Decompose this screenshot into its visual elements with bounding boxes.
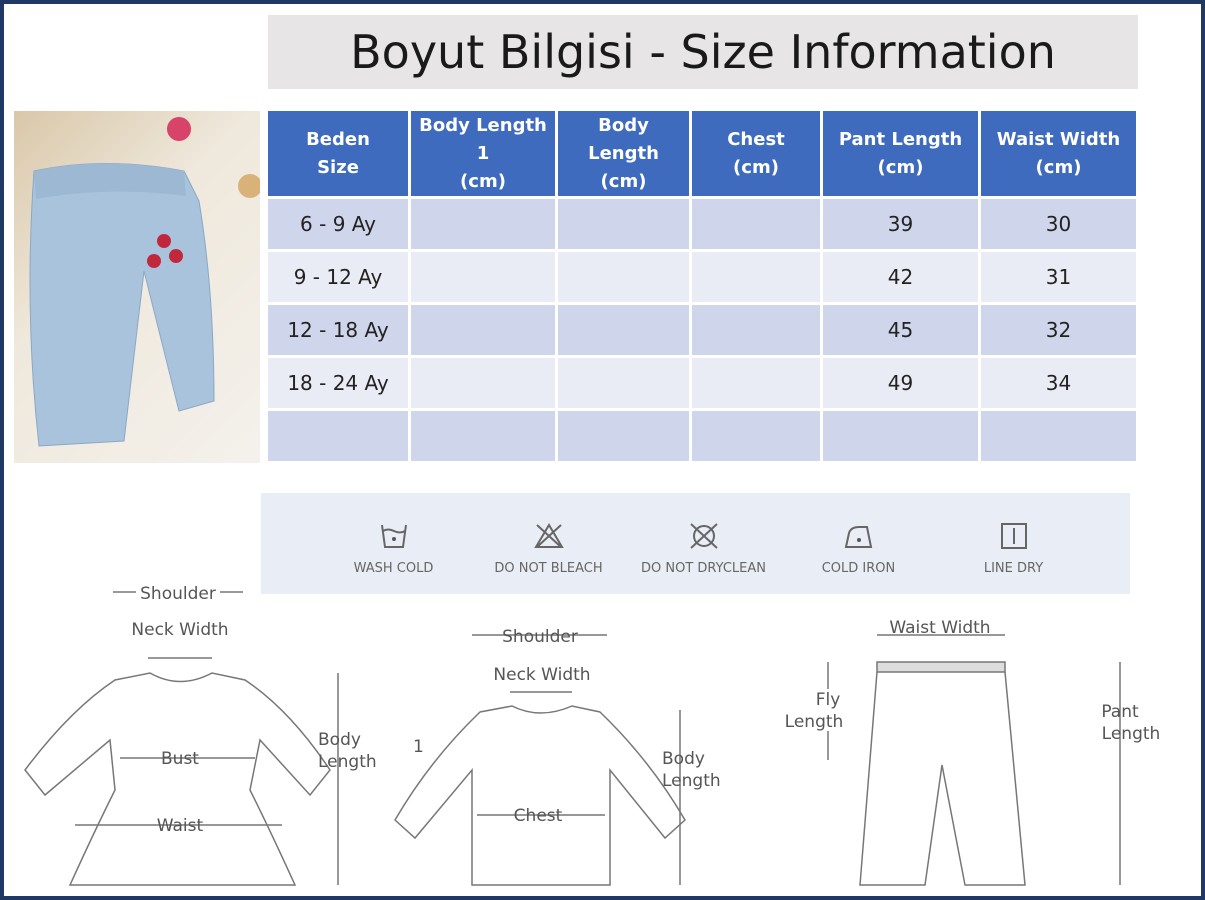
pants-diagram [827, 634, 1121, 886]
table-cell [692, 252, 820, 302]
header-body-length-1: Body Length 1 (cm) [411, 111, 555, 196]
label-waist: Waist [157, 816, 204, 836]
table-cell [411, 411, 555, 461]
table-row: 6 - 9 Ay 39 30 [268, 199, 1136, 249]
care-label: LINE DRY [983, 561, 1044, 576]
label-fly: Fly [816, 690, 841, 710]
label-neck-width: Neck Width [493, 665, 590, 685]
measurement-diagrams: Shoulder Neck Width Bust Waist Body Leng… [24, 583, 1161, 886]
table-cell [981, 411, 1136, 461]
wash-cold-icon [380, 524, 407, 548]
do-not-bleach-icon [533, 523, 564, 548]
table-cell [411, 199, 555, 249]
table-cell [692, 411, 820, 461]
label-shoulder: Shoulder [502, 627, 578, 647]
shirt-diagram [394, 634, 686, 886]
label-pant-length: Length [1102, 724, 1161, 744]
cold-iron-icon [844, 526, 872, 548]
table-cell [268, 411, 408, 461]
label-shoulder: Shoulder [140, 584, 216, 604]
page-title: Boyut Bilgisi - Size Information [268, 15, 1138, 89]
label-waist-width: Waist Width [889, 618, 990, 638]
label-pant: Pant [1101, 702, 1139, 722]
line-dry-icon [1000, 523, 1027, 549]
table-cell [411, 305, 555, 355]
table-cell [558, 252, 689, 302]
label-background [812, 689, 844, 731]
table-row: 18 - 24 Ay 49 34 [268, 358, 1136, 408]
table-cell [411, 358, 555, 408]
size-table: Beden Size Body Length 1 (cm) Body Length(… [265, 108, 1139, 464]
table-cell: 30 [981, 199, 1136, 249]
table-cell: 34 [981, 358, 1136, 408]
table-cell [692, 305, 820, 355]
table-row: 9 - 12 Ay 42 31 [268, 252, 1136, 302]
header-waist-width: Waist Width (cm) [981, 111, 1136, 196]
table-cell [558, 411, 689, 461]
label-chest: Chest [514, 806, 563, 826]
table-cell: 18 - 24 Ay [268, 358, 408, 408]
table-cell: 39 [823, 199, 978, 249]
table-cell [558, 199, 689, 249]
table-cell: 31 [981, 252, 1136, 302]
product-photo-jeans [14, 111, 260, 463]
header-pant-length: Pant Length (cm) [823, 111, 978, 196]
header-chest: Chest (cm) [692, 111, 820, 196]
care-line-dry: LINE DRY [936, 493, 1091, 594]
table-row: 12 - 18 Ay 45 32 [268, 305, 1136, 355]
do-not-dryclean-icon [689, 523, 718, 549]
table-cell [823, 411, 978, 461]
label-background [136, 583, 220, 603]
label-body: Body [662, 749, 705, 769]
care-cold-iron: COLD IRON [781, 493, 936, 594]
care-wash-cold: WASH COLD [316, 493, 471, 594]
label-length: Length [318, 752, 377, 772]
marker: 1 [413, 737, 424, 757]
table-cell: 9 - 12 Ay [268, 252, 408, 302]
care-instructions: WASH COLD DO NOT BLEACH DO NOT DRYCLEAN … [261, 493, 1130, 594]
label-length: Length [662, 771, 721, 791]
table-cell: 45 [823, 305, 978, 355]
table-cell: 12 - 18 Ay [268, 305, 408, 355]
care-label: COLD IRON [821, 561, 896, 576]
header-body-length: Body Length (cm) [558, 111, 689, 196]
label-bust: Bust [161, 749, 199, 769]
table-cell [692, 199, 820, 249]
table-cell [411, 252, 555, 302]
care-label: DO NOT BLEACH [494, 561, 603, 576]
label-neck-width: Neck Width [131, 620, 228, 640]
care-label: DO NOT DRYCLEAN [641, 561, 766, 576]
table-row [268, 411, 1136, 461]
table-cell: 6 - 9 Ay [268, 199, 408, 249]
table-cell [692, 358, 820, 408]
header-size: Beden Size [268, 111, 408, 196]
care-label: WASH COLD [353, 561, 434, 576]
care-do-not-bleach: DO NOT BLEACH [471, 493, 626, 594]
table-cell: 32 [981, 305, 1136, 355]
label-fly-length: Length [785, 712, 844, 732]
table-cell: 42 [823, 252, 978, 302]
label-body: Body [318, 730, 361, 750]
table-cell [558, 305, 689, 355]
table-cell [558, 358, 689, 408]
care-do-not-dryclean: DO NOT DRYCLEAN [626, 493, 781, 594]
table-cell: 49 [823, 358, 978, 408]
